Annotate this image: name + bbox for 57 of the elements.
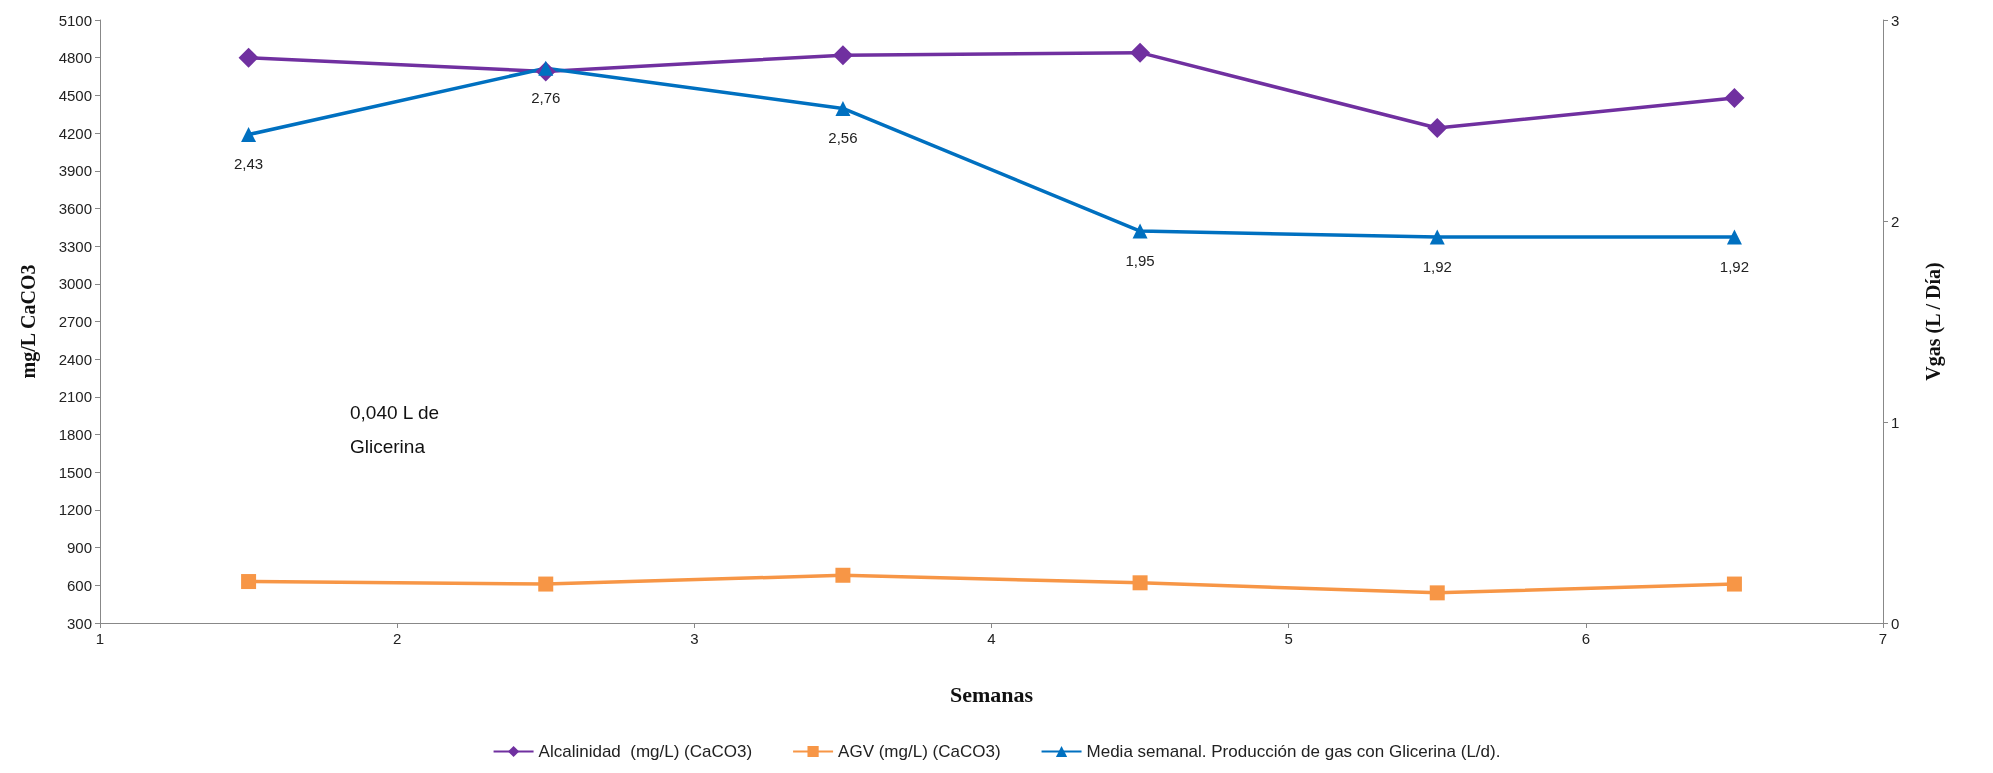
- point: [1726, 576, 1742, 592]
- y2-tick-label: 3: [1891, 11, 1900, 29]
- y-axis-title: mg/L CaCO3: [17, 264, 40, 379]
- point: [1724, 87, 1745, 108]
- x-tick-label: 5: [1284, 630, 1293, 647]
- x-tick-label: 1: [95, 630, 105, 647]
- y-tick-label: 600: [66, 576, 92, 594]
- y-tick-label: 1500: [58, 463, 92, 481]
- point: [241, 574, 257, 590]
- point: [1726, 229, 1742, 245]
- y-tick-label: 2100: [58, 388, 92, 406]
- y-tick-label: 1200: [58, 501, 92, 519]
- y2-tick-label: 1: [1891, 413, 1900, 431]
- y-tick-label: 5100: [58, 11, 92, 29]
- x-axis-title: Semanas: [949, 681, 1034, 707]
- point: [1130, 42, 1151, 63]
- y2-tick-label: 0: [1891, 614, 1900, 632]
- y-tick-label: 3900: [58, 162, 92, 180]
- y-tick-label: 300: [66, 614, 92, 632]
- point: [538, 576, 554, 592]
- legend-label: Alcalinidad (mg/L) (CaCO3): [538, 742, 753, 761]
- point: [835, 567, 851, 583]
- y-tick-label: 1800: [58, 426, 92, 444]
- point: [241, 127, 257, 143]
- y-tick-label: 3300: [58, 237, 92, 255]
- y-tick-label: 2700: [58, 313, 92, 330]
- y-tick-label: 2400: [58, 350, 92, 368]
- data-label: 1,92: [1422, 257, 1452, 275]
- y-tick-label: 4200: [58, 124, 92, 142]
- point: [1132, 575, 1148, 591]
- point: [832, 45, 853, 66]
- legend-label: Media semanal. Producción de gas con Glicerina (L/d).: [1086, 742, 1501, 761]
- x-tick-label: 7: [1878, 630, 1888, 647]
- legend-label: AGV (mg/L) (CaCO3): [838, 742, 1001, 761]
- point: [1132, 223, 1148, 239]
- data-label: 1,95: [1125, 251, 1155, 269]
- y-tick-label: 4800: [58, 49, 92, 67]
- y-tick-label: 4500: [58, 86, 92, 104]
- annotation: 0,040 L de Glicerina: [350, 401, 440, 457]
- point: [238, 47, 259, 68]
- data-label: 2,56: [828, 128, 858, 146]
- x-tick-label: 2: [392, 630, 402, 647]
- data-label: 1,92: [1719, 257, 1750, 275]
- x-tick-label: 4: [987, 630, 996, 647]
- data-label: 2,43: [233, 155, 264, 173]
- data-label: 2,76: [531, 88, 561, 106]
- point: [1429, 585, 1445, 601]
- y-tick-label: 900: [66, 539, 92, 557]
- point: [1429, 229, 1445, 245]
- x-tick-label: 3: [690, 630, 699, 647]
- y-tick-label: 3000: [58, 275, 92, 293]
- x-tick-label: 6: [1581, 630, 1591, 647]
- y2-axis-title: Vgas (L / Día): [1922, 262, 1945, 381]
- point: [835, 100, 851, 116]
- y-tick-label: 3600: [58, 199, 92, 217]
- y2-tick-label: 2: [1891, 212, 1900, 230]
- point: [1427, 118, 1448, 139]
